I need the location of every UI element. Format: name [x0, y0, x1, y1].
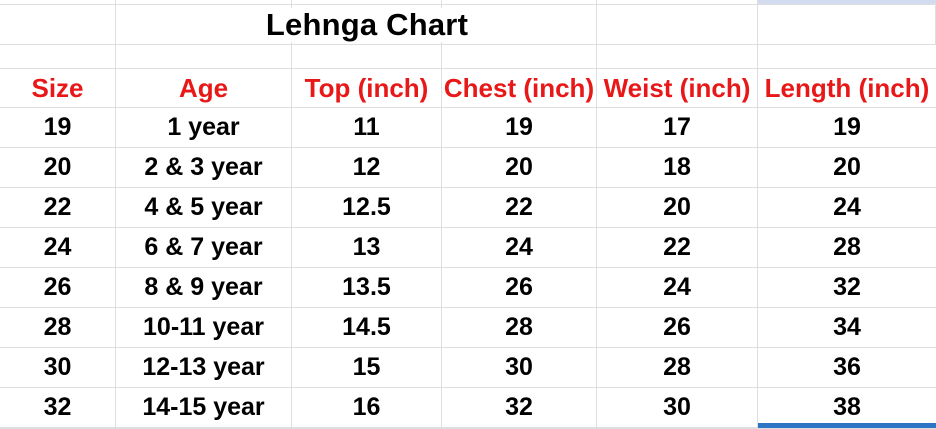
cell-weist[interactable]: 22 — [597, 228, 758, 267]
cell-selection-border[interactable] — [758, 423, 936, 428]
cell[interactable] — [116, 45, 292, 68]
cell-chest[interactable]: 24 — [442, 228, 597, 267]
row-top-sliver — [0, 0, 936, 5]
table-row: 26 8 & 9 year 13.5 26 24 32 — [0, 268, 936, 308]
highlighted-cell[interactable] — [758, 0, 936, 4]
cell-length[interactable]: 32 — [833, 273, 861, 301]
cell — [0, 0, 116, 4]
table-row: 20 2 & 3 year 12 20 18 20 — [0, 148, 936, 188]
cell-top[interactable]: 16 — [292, 388, 442, 427]
cell-weist[interactable]: 17 — [597, 108, 758, 147]
cell-size[interactable]: 22 — [0, 188, 116, 227]
cell-top[interactable]: 12.5 — [292, 188, 442, 227]
cell-length[interactable]: 20 — [833, 153, 861, 181]
cell-age[interactable]: 12-13 year — [116, 348, 292, 387]
cell-weist[interactable]: 26 — [597, 308, 758, 347]
table-row: 28 10-11 year 14.5 28 26 34 — [0, 308, 936, 348]
cell-weist[interactable]: 28 — [597, 348, 758, 387]
cell-age[interactable]: 8 & 9 year — [116, 268, 292, 307]
row-spacer — [0, 45, 936, 69]
cell-weist[interactable]: 30 — [597, 388, 758, 427]
cell-top[interactable]: 11 — [292, 108, 442, 147]
column-header-top[interactable]: Top (inch) — [292, 69, 442, 107]
cell[interactable] — [597, 45, 758, 68]
cell — [292, 0, 442, 4]
cell-chest[interactable]: 20 — [442, 148, 597, 187]
cell-length[interactable]: 38 — [833, 393, 861, 421]
cell-weist[interactable]: 20 — [597, 188, 758, 227]
cell[interactable] — [0, 45, 116, 68]
page-title: Lehnga Chart — [259, 7, 475, 42]
row-title: Lehnga Chart — [0, 5, 936, 45]
cell-weist[interactable]: 24 — [597, 268, 758, 307]
cell — [597, 0, 758, 4]
cell-length[interactable]: 34 — [833, 313, 861, 341]
cell-age[interactable]: 1 year — [116, 108, 292, 147]
cell-size[interactable]: 28 — [0, 308, 116, 347]
cell — [116, 0, 292, 4]
cell-length[interactable]: 36 — [833, 353, 861, 381]
cell-top[interactable]: 13 — [292, 228, 442, 267]
cell-top[interactable]: 15 — [292, 348, 442, 387]
cell-age[interactable]: 10-11 year — [116, 308, 292, 347]
column-header-age[interactable]: Age — [116, 69, 292, 107]
table-row: 24 6 & 7 year 13 24 22 28 — [0, 228, 936, 268]
table-row: 19 1 year 11 19 17 19 — [0, 108, 936, 148]
cell-chest[interactable]: 28 — [442, 308, 597, 347]
cell[interactable] — [758, 5, 936, 44]
cell[interactable] — [758, 45, 936, 68]
cell[interactable] — [292, 45, 442, 68]
table-body: 19 1 year 11 19 17 19 20 2 & 3 year 12 2… — [0, 108, 936, 428]
cell-age[interactable]: 6 & 7 year — [116, 228, 292, 267]
cell-top[interactable]: 12 — [292, 148, 442, 187]
cell-size[interactable]: 19 — [0, 108, 116, 147]
cell-size[interactable]: 32 — [0, 388, 116, 427]
cell-length[interactable]: 24 — [833, 193, 861, 221]
cell-age[interactable]: 14-15 year — [116, 388, 292, 427]
cell-chest[interactable]: 19 — [442, 108, 597, 147]
cell-weist[interactable]: 18 — [597, 148, 758, 187]
cell-size[interactable]: 24 — [0, 228, 116, 267]
cell-size[interactable]: 30 — [0, 348, 116, 387]
cell-chest[interactable]: 32 — [442, 388, 597, 427]
cell-top[interactable]: 14.5 — [292, 308, 442, 347]
cell-chest[interactable]: 22 — [442, 188, 597, 227]
table-row: 22 4 & 5 year 12.5 22 20 24 — [0, 188, 936, 228]
cell[interactable] — [0, 5, 116, 44]
cell-size[interactable]: 20 — [0, 148, 116, 187]
cell-age[interactable]: 4 & 5 year — [116, 188, 292, 227]
table-row: 32 14-15 year 16 32 30 38 — [0, 388, 936, 428]
cell[interactable] — [442, 5, 597, 44]
column-header-weist[interactable]: Weist (inch) — [597, 69, 758, 107]
cell-length[interactable]: 28 — [833, 233, 861, 261]
cell-length[interactable]: 19 — [833, 113, 861, 141]
cell-size[interactable]: 26 — [0, 268, 116, 307]
cell — [442, 0, 597, 4]
column-header-length[interactable]: Length (inch) — [764, 72, 930, 103]
table-row: 30 12-13 year 15 30 28 36 — [0, 348, 936, 388]
cell-top[interactable]: 13.5 — [292, 268, 442, 307]
column-header-size[interactable]: Size — [0, 69, 116, 107]
column-header-chest[interactable]: Chest (inch) — [442, 69, 597, 107]
cell-age[interactable]: 2 & 3 year — [116, 148, 292, 187]
row-column-headers: Size Age Top (inch) Chest (inch) Weist (… — [0, 69, 936, 108]
cell-chest[interactable]: 26 — [442, 268, 597, 307]
cell[interactable] — [442, 45, 597, 68]
cell[interactable] — [597, 5, 758, 44]
cell-chest[interactable]: 30 — [442, 348, 597, 387]
